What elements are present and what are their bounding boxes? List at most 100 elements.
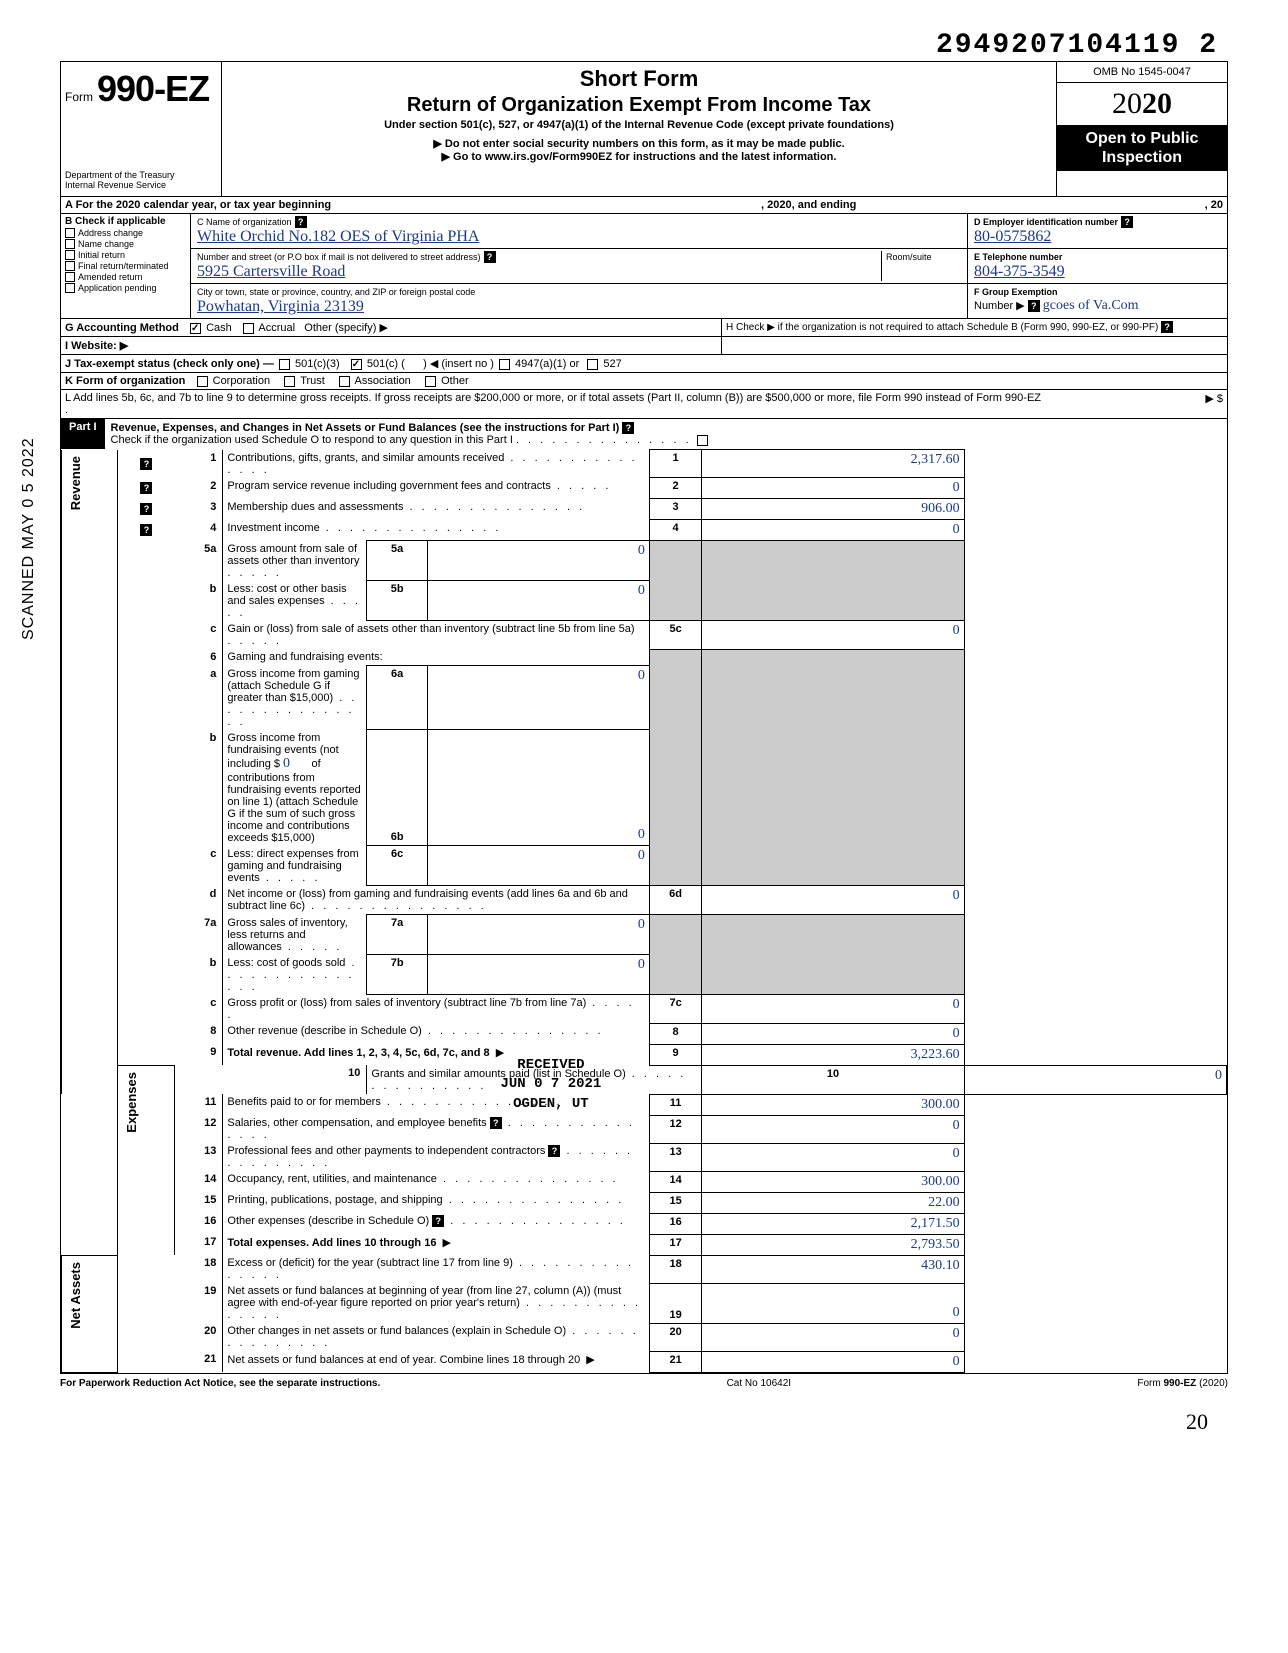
line-14: 14 Occupancy, rent, utilities, and maint…	[62, 1171, 1227, 1192]
help-icon[interactable]: ?	[432, 1215, 444, 1227]
line-11: 11 Benefits paid to or for members 11 30…	[62, 1094, 1227, 1115]
amt-3: 906.00	[921, 501, 960, 516]
chk-address-change[interactable]: Address change	[65, 228, 186, 238]
chk-name-change[interactable]: Name change	[65, 239, 186, 249]
column-d-ein: D Employer identification number ? 80-05…	[967, 214, 1227, 318]
amt-12: 0	[953, 1118, 960, 1133]
handwritten-page-number: 20	[60, 1389, 1228, 1435]
line-6a: a Gross income from gaming (attach Sched…	[62, 666, 1227, 730]
amt-8: 0	[953, 1026, 960, 1041]
line-3: ? 3 Membership dues and assessments 3 90…	[62, 499, 1227, 520]
chk-527[interactable]	[587, 359, 598, 370]
row-i-website: I Website: ▶	[61, 336, 1227, 354]
help-icon[interactable]: ?	[490, 1117, 502, 1129]
amt-16: 2,171.50	[911, 1216, 960, 1231]
part-i-header: Part I Revenue, Expenses, and Changes in…	[61, 418, 1227, 449]
amt-18: 430.10	[921, 1258, 960, 1273]
column-b-checkboxes: B Check if applicable Address change Nam…	[61, 214, 191, 318]
received-stamp: RECEIVED JUN 0 7 2021 OGDEN, UT	[501, 1056, 602, 1115]
subtitle: Under section 501(c), 527, or 4947(a)(1)…	[228, 119, 1050, 131]
row-a-tax-year: A For the 2020 calendar year, or tax yea…	[61, 196, 1227, 213]
line-6b: b Gross income from fundraising events (…	[62, 730, 1227, 846]
chk-other[interactable]	[425, 376, 436, 387]
help-icon[interactable]: ?	[548, 1145, 560, 1157]
city-value: Powhatan, Virginia 23139	[197, 298, 364, 315]
line-2: ? 2 Program service revenue including go…	[62, 478, 1227, 499]
help-icon[interactable]: ?	[1161, 321, 1173, 333]
chk-amended[interactable]: Amended return	[65, 272, 186, 282]
page-footer: For Paperwork Reduction Act Notice, see …	[60, 1374, 1228, 1389]
line-7a: 7a Gross sales of inventory, less return…	[62, 915, 1227, 955]
chk-501c[interactable]	[351, 359, 362, 370]
help-icon[interactable]: ?	[1028, 300, 1040, 312]
row-k-form-org: K Form of organization Corporation Trust…	[61, 372, 1227, 389]
help-icon[interactable]: ?	[1121, 216, 1133, 228]
line-6d: d Net income or (loss) from gaming and f…	[62, 886, 1227, 915]
row-g-accounting: G Accounting Method Cash Accrual Other (…	[61, 318, 1227, 336]
chk-501c3[interactable]	[279, 359, 290, 370]
help-icon[interactable]: ?	[295, 216, 307, 228]
column-c-org-info: C Name of organization ? White Orchid No…	[191, 214, 967, 318]
ein-value: 80-0575862	[974, 228, 1051, 245]
form-header: Form 990-EZ Department of the Treasury I…	[61, 62, 1227, 196]
chk-pending[interactable]: Application pending	[65, 283, 186, 293]
chk-accrual[interactable]	[243, 323, 254, 334]
dept-irs: Internal Revenue Service	[65, 180, 217, 190]
chk-cash[interactable]	[190, 323, 201, 334]
amt-7c: 0	[953, 997, 960, 1012]
amt-13: 0	[953, 1146, 960, 1161]
section-bcd: B Check if applicable Address change Nam…	[61, 213, 1227, 318]
amt-20: 0	[953, 1326, 960, 1341]
amt-2: 0	[953, 480, 960, 495]
line-12: 12 Salaries, other compensation, and emp…	[62, 1115, 1227, 1143]
line-16: 16 Other expenses (describe in Schedule …	[62, 1213, 1227, 1234]
open-to-public: Open to Public Inspection	[1057, 125, 1227, 171]
amt-19: 0	[953, 1305, 960, 1320]
amt-4: 0	[953, 522, 960, 537]
amt-14: 300.00	[921, 1174, 960, 1189]
help-icon[interactable]: ?	[140, 503, 152, 515]
main-title: Return of Organization Exempt From Incom…	[228, 94, 1050, 117]
chk-assoc[interactable]	[339, 376, 350, 387]
phone-value: 804-375-3549	[974, 263, 1065, 280]
line-19: 19 Net assets or fund balances at beginn…	[62, 1283, 1227, 1323]
line-21: 21 Net assets or fund balances at end of…	[62, 1351, 1227, 1372]
line-9: 9 Total revenue. Add lines 1, 2, 3, 4, 5…	[62, 1044, 1227, 1065]
line-13: 13 Professional fees and other payments …	[62, 1143, 1227, 1171]
line-1: Revenue ? 1 Contributions, gifts, grants…	[62, 450, 1227, 478]
amt-11: 300.00	[921, 1097, 960, 1112]
group-exemption-value: gcoes of Va.Com	[1043, 298, 1139, 313]
expenses-label: Expenses	[122, 1068, 141, 1137]
scanned-stamp: SCANNED MAY 0 5 2022	[20, 437, 38, 640]
help-icon[interactable]: ?	[140, 482, 152, 494]
chk-schedule-o[interactable]	[697, 435, 708, 446]
chk-trust[interactable]	[284, 376, 295, 387]
chk-4947[interactable]	[499, 359, 510, 370]
amt-17: 2,793.50	[911, 1237, 960, 1252]
line-15: 15 Printing, publications, postage, and …	[62, 1192, 1227, 1213]
omb-number: OMB No 1545-0047	[1057, 62, 1227, 83]
help-icon[interactable]: ?	[484, 251, 496, 263]
chk-corp[interactable]	[197, 376, 208, 387]
net-assets-label: Net Assets	[66, 1258, 85, 1333]
chk-final-return[interactable]: Final return/terminated	[65, 261, 186, 271]
line-10: Expenses 10 Grants and similar amounts p…	[62, 1065, 1227, 1094]
row-l-gross-receipts: L Add lines 5b, 6c, and 7b to line 9 to …	[61, 389, 1227, 418]
amt-15: 22.00	[928, 1195, 960, 1210]
form-number: 990-EZ	[97, 68, 209, 110]
line-6: 6 Gaming and fundraising events:	[62, 649, 1227, 666]
help-icon[interactable]: ?	[140, 524, 152, 536]
lines-table: Revenue ? 1 Contributions, gifts, grants…	[61, 449, 1227, 1373]
note-ssn: ▶ Do not enter social security numbers o…	[228, 137, 1050, 150]
revenue-label: Revenue	[66, 452, 85, 514]
amt-9: 3,223.60	[911, 1047, 960, 1062]
line-7b: b Less: cost of goods sold 7b 0	[62, 955, 1227, 995]
note-url: ▶ Go to www.irs.gov/Form990EZ for instru…	[228, 150, 1050, 163]
line-18: Net Assets 18 Excess or (deficit) for th…	[62, 1255, 1227, 1283]
chk-initial-return[interactable]: Initial return	[65, 250, 186, 260]
help-icon[interactable]: ?	[140, 458, 152, 470]
line-7c: c Gross profit or (loss) from sales of i…	[62, 995, 1227, 1024]
document-id: 2949207104119 2	[60, 30, 1228, 61]
help-icon[interactable]: ?	[622, 422, 634, 434]
line-4: ? 4 Investment income 4 0	[62, 520, 1227, 541]
